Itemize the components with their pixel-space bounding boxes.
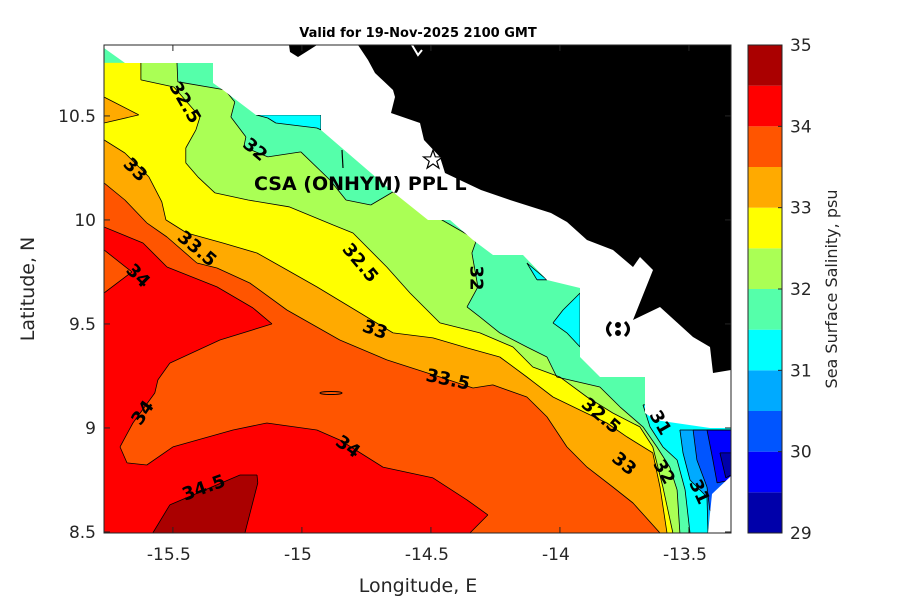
y-tick-label: 9 <box>85 419 96 439</box>
contour-line-33 <box>104 96 139 124</box>
islet-south <box>606 320 630 338</box>
colorbar-label: Sea Surface Salinity, psu <box>822 190 841 389</box>
colorbar-segment <box>748 329 782 371</box>
no-data-mask-southeast <box>708 476 731 533</box>
colorbar-tick-label: 30 <box>790 443 812 463</box>
colorbar-segment <box>748 167 782 208</box>
colorbar-segment <box>748 370 782 411</box>
contour-line-34 <box>104 226 489 533</box>
small-contour-segment <box>341 149 344 169</box>
y-tick-label: 10.5 <box>58 107 96 127</box>
contour-line-31 <box>642 404 731 533</box>
contour-line-33.5 <box>104 249 133 294</box>
small-contour-loop <box>319 391 343 395</box>
contour-line-33 <box>104 139 668 533</box>
y-axis: 8.5 9 9.5 10 10.5 <box>58 107 731 543</box>
contour-fill-29 <box>719 452 731 478</box>
contour-line-31 <box>552 292 581 348</box>
site-star-icon <box>421 148 445 170</box>
x-tick-label: -13.5 <box>663 545 707 565</box>
y-tick-label: 8.5 <box>69 523 96 543</box>
contour-line-29 <box>719 452 731 479</box>
x-tick-label: -15 <box>284 545 312 565</box>
colorbar-segment <box>748 248 782 289</box>
colorbar-segment <box>748 289 782 330</box>
colorbar-segment <box>748 492 782 533</box>
colorbar-tick-label: 33 <box>790 199 812 219</box>
colorbar-segment <box>748 126 782 167</box>
colorbar-segment <box>748 411 782 452</box>
contour-line-33.5 <box>104 182 661 533</box>
colorbar-tick-label: 35 <box>790 36 812 56</box>
colorbar-tick-label: 29 <box>790 524 812 544</box>
land-mass <box>358 45 731 373</box>
colorbar-segment <box>748 207 782 249</box>
contour-line-32.5 <box>140 62 674 533</box>
contour-line-31 <box>526 262 548 281</box>
colorbar-tick-label: 31 <box>790 361 812 381</box>
x-axis: -15.5 -15 -14.5 -14 -13.5 <box>147 45 707 565</box>
colorbar-tick-label: 32 <box>790 280 812 300</box>
colorbar-segment <box>748 45 782 86</box>
contour-fill-34.5 <box>152 475 258 533</box>
land-islet-north <box>289 45 317 57</box>
y-tick-label: 9.5 <box>69 315 96 335</box>
contour-lines <box>104 62 731 533</box>
y-axis-label: Latitude, N <box>17 237 39 342</box>
colorbar-segment <box>748 451 782 493</box>
colorbar-tick-label: 34 <box>790 117 812 137</box>
x-tick-label: -14 <box>542 545 570 565</box>
site-label: CSA (ONHYM) PPL L <box>254 173 467 195</box>
y-tick-label: 10 <box>74 211 96 231</box>
estuary-channel <box>411 45 423 57</box>
contour-fill-31 <box>553 293 581 347</box>
chart-title: Valid for 19-Nov-2025 2100 GMT <box>299 26 537 41</box>
contour-fill-33.5 <box>104 249 132 293</box>
colorbar-segment <box>748 85 782 127</box>
x-tick-label: -14.5 <box>405 545 449 565</box>
contour-line-34.5 <box>152 474 259 533</box>
contour-fill-34 <box>104 227 488 533</box>
contour-line-30 <box>692 429 731 533</box>
contour-line-29.5 <box>706 429 731 484</box>
x-tick-label: -15.5 <box>147 545 191 565</box>
contour-fills <box>104 62 731 533</box>
contour-label: 32 <box>465 265 486 290</box>
contour-line-30.5 <box>679 429 731 533</box>
axes-box <box>103 44 732 534</box>
x-axis-label: Longitude, E <box>359 575 478 597</box>
contour-fill-33 <box>104 97 139 123</box>
colorbar: 35 34 33 32 31 30 29 <box>747 36 812 544</box>
